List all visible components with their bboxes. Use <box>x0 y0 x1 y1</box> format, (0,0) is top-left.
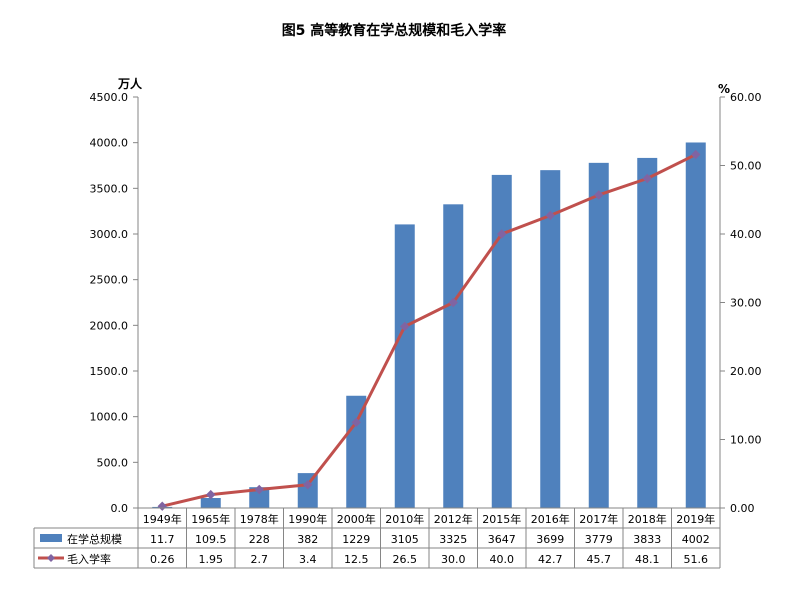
table-cell: 3779 <box>585 533 613 546</box>
table-cell: 3105 <box>391 533 419 546</box>
table-cell: 3647 <box>488 533 516 546</box>
line-series <box>157 149 701 511</box>
left-tick-label: 2000.0 <box>90 319 129 332</box>
data-table: 1949年 1965年 1978年 1990年 2000年 2010年 2012年 2015年… <box>33 507 721 569</box>
line-marker <box>594 190 604 200</box>
right-tick-label: 0.00 <box>730 502 755 515</box>
line-marker <box>206 489 216 500</box>
bar <box>540 170 561 508</box>
bar <box>491 174 512 508</box>
chart-title: 图5 高等教育在学总规模和毛入学率 <box>281 23 507 39</box>
table-cell: 51.6 <box>684 553 709 566</box>
right-tick-label: 20.00 <box>730 365 762 378</box>
table-cell: 26.5 <box>393 553 418 566</box>
left-tick-label: 500.0 <box>97 456 129 469</box>
right-axis-unit: % <box>718 82 730 96</box>
line-marker <box>545 210 555 221</box>
left-axis-unit: 万人 <box>117 76 143 91</box>
legend-line-label: 毛入学率 <box>67 552 111 566</box>
line-marker <box>157 501 167 511</box>
line-marker <box>691 149 701 160</box>
left-tick-label: 1000.0 <box>90 411 129 424</box>
table-cell: 1229 <box>342 533 370 546</box>
table-cell: 40.0 <box>490 553 515 566</box>
table-cell: 3833 <box>633 533 661 546</box>
table-cell: 228 <box>249 533 270 546</box>
left-tick-label: 3500.0 <box>90 182 129 195</box>
table-cell: 2.7 <box>251 553 269 566</box>
category-label: 1949年 <box>143 512 182 526</box>
line-path <box>161 153 697 508</box>
category-label: 2015年 <box>482 512 521 526</box>
category-label: 1965年 <box>191 512 230 526</box>
bar <box>685 142 706 508</box>
legend-line-marker <box>47 554 55 562</box>
bar <box>443 204 464 509</box>
category-label: 1990年 <box>288 512 327 526</box>
table-cell: 0.26 <box>150 553 175 566</box>
table-cell: 48.1 <box>635 553 660 566</box>
table-cell: 1.95 <box>199 553 224 566</box>
table-cell: 12.5 <box>344 553 369 566</box>
line-marker <box>448 297 458 308</box>
table-cell: 30.0 <box>441 553 466 566</box>
bar <box>200 497 221 508</box>
bar <box>588 162 609 509</box>
category-label: 2000年 <box>337 512 376 526</box>
table-cell: 382 <box>297 533 318 546</box>
line-marker <box>254 484 264 495</box>
category-label: 2019年 <box>676 512 715 526</box>
left-tick-label: 4500.0 <box>90 91 129 104</box>
bar <box>346 395 367 508</box>
bar <box>297 473 318 508</box>
category-label: 2012年 <box>434 512 473 526</box>
left-tick-label: 0.0 <box>111 502 129 515</box>
left-tick-label: 2500.0 <box>90 274 129 287</box>
category-label: 2017年 <box>579 512 618 526</box>
bar <box>249 487 270 508</box>
category-label: 1978年 <box>240 512 279 526</box>
line-marker <box>497 229 507 239</box>
table-cell: 45.7 <box>587 553 612 566</box>
table-cell: 109.5 <box>195 533 227 546</box>
legend-bar-swatch <box>40 534 62 542</box>
right-tick-label: 60.00 <box>730 91 762 104</box>
category-label: 2018年 <box>628 512 667 526</box>
category-label: 2016年 <box>531 512 570 526</box>
table-cell: 11.7 <box>150 533 175 546</box>
right-tick-label: 10.00 <box>730 434 762 447</box>
bars <box>152 142 706 509</box>
left-tick-label: 1500.0 <box>90 365 129 378</box>
left-tick-label: 3000.0 <box>90 228 129 241</box>
line-marker <box>642 173 652 184</box>
table-cell: 3.4 <box>299 553 317 566</box>
legend-bar-label: 在学总规模 <box>67 532 122 546</box>
category-label: 2010年 <box>385 512 424 526</box>
table-cell: 42.7 <box>538 553 563 566</box>
table-cell: 3325 <box>439 533 467 546</box>
bar <box>394 224 415 508</box>
right-tick-label: 50.00 <box>730 160 762 173</box>
table-cell: 3699 <box>536 533 564 546</box>
line-marker <box>400 321 410 332</box>
axes: 0.0 500.0 1000.0 1500.0 2000.0 2500.0 3000.0 35… <box>90 76 762 515</box>
right-tick-label: 40.00 <box>730 228 762 241</box>
left-tick-label: 4000.0 <box>90 137 129 150</box>
line-marker <box>303 480 313 490</box>
line-marker <box>351 417 361 428</box>
table-cell: 4002 <box>682 533 710 546</box>
right-tick-label: 30.00 <box>730 297 762 310</box>
bar <box>637 157 658 509</box>
